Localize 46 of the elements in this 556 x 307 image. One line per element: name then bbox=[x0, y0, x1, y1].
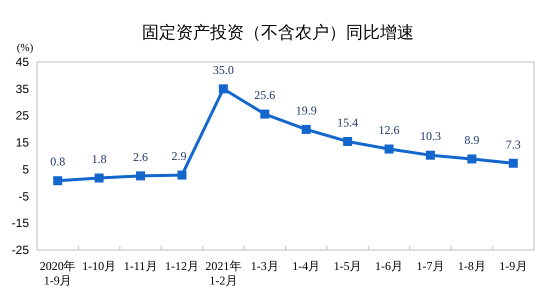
point bbox=[426, 150, 435, 160]
y-tick-label: 15 bbox=[16, 136, 30, 150]
data-label: 15.4 bbox=[337, 115, 358, 130]
point bbox=[302, 124, 311, 134]
y-tick-label: -25 bbox=[12, 243, 30, 257]
y-tick-label: 5 bbox=[22, 162, 30, 176]
data-label: 25.6 bbox=[254, 88, 276, 102]
x-tick-label: 2020年 1-9月 bbox=[40, 259, 76, 288]
point bbox=[136, 171, 146, 180]
point bbox=[94, 174, 104, 183]
x-tick-label: 1-12月 bbox=[164, 259, 199, 273]
y-axis-title: (%) bbox=[16, 42, 34, 54]
data-label: 2.9 bbox=[171, 149, 186, 164]
x-tick-label: 1-3月 bbox=[250, 259, 279, 273]
x-tick-label: 1-7月 bbox=[416, 259, 444, 273]
x-tick-label: 1-4月 bbox=[292, 259, 320, 273]
data-label: 35.0 bbox=[212, 62, 234, 77]
x-tick-label: 1-5月 bbox=[334, 259, 362, 273]
x-tick-label: 1-11月 bbox=[124, 259, 158, 273]
data-label: 1.8 bbox=[92, 152, 107, 166]
point bbox=[177, 170, 186, 180]
point bbox=[508, 158, 518, 168]
point bbox=[260, 110, 270, 119]
y-tick-label: -5 bbox=[18, 189, 30, 204]
data-label: 8.9 bbox=[464, 132, 480, 147]
data-label: 7.3 bbox=[506, 137, 521, 152]
x-tick-label: 2021年 1-2月 bbox=[205, 259, 242, 288]
data-label: 0.8 bbox=[50, 154, 66, 169]
point bbox=[218, 84, 228, 94]
y-tick-label: 35 bbox=[16, 82, 30, 96]
chart-title: 固定资产投资（不含农户）同比增速 bbox=[142, 23, 414, 43]
point bbox=[53, 176, 62, 186]
x-tick-label: 1-10月 bbox=[82, 259, 116, 273]
data-label: 19.9 bbox=[296, 103, 317, 118]
data-label: 2.6 bbox=[133, 150, 148, 164]
x-tick-label: 1-9月 bbox=[499, 259, 528, 273]
point bbox=[384, 144, 394, 154]
point bbox=[467, 154, 476, 164]
x-tick-label: 1-6月 bbox=[375, 259, 404, 273]
x-tick-label: 1-8月 bbox=[458, 259, 486, 273]
data-label: 12.6 bbox=[378, 123, 400, 138]
data-label: 10.3 bbox=[420, 129, 441, 144]
y-tick-label: -15 bbox=[12, 216, 30, 230]
point bbox=[343, 136, 352, 146]
y-tick-label: 25 bbox=[16, 108, 30, 123]
y-tick-label: 45 bbox=[16, 55, 30, 69]
